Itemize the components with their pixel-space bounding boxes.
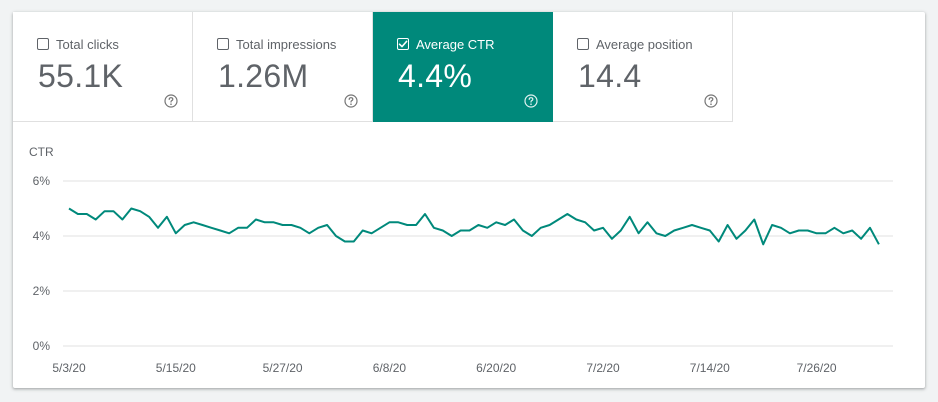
y-axis-title: CTR [29,145,54,159]
metric-value-average-ctr: 4.4% [398,58,473,94]
y-tick-label: 0% [33,339,51,353]
checkbox-average-position[interactable] [577,38,589,50]
checkmark-icon [398,40,408,48]
metric-card-total-clicks[interactable]: Total clicks 55.1K [13,12,193,122]
y-tick-label: 2% [33,284,51,298]
y-tick-label: 6% [33,174,51,188]
x-tick-label: 7/14/20 [690,361,730,375]
metric-label-total-clicks: Total clicks [56,37,119,52]
metric-label-average-position: Average position [596,37,693,52]
ctr-chart: CTR 0% 2% 4% 6% 5/3/20 5/15/20 5/27/20 6/8/20 6… [13,142,925,388]
help-icon[interactable] [164,94,178,108]
x-tick-label: 7/26/20 [797,361,837,375]
help-icon[interactable] [344,94,358,108]
x-tick-label: 5/15/20 [156,361,196,375]
metric-card-total-impressions[interactable]: Total impressions 1.26M [193,12,373,122]
x-tick-label: 6/20/20 [476,361,516,375]
x-tick-label: 5/27/20 [263,361,303,375]
metric-label-average-ctr: Average CTR [416,37,495,52]
metric-tabs: Total clicks 55.1K Total impressions 1.2… [13,12,733,122]
ctr-series-line [68,207,880,246]
performance-card: Total clicks 55.1K Total impressions 1.2… [13,12,925,388]
x-tick-label: 5/3/20 [52,361,86,375]
y-tick-label: 4% [33,229,51,243]
help-icon[interactable] [524,94,538,108]
x-tick-label: 7/2/20 [586,361,620,375]
checkbox-total-impressions[interactable] [217,38,229,50]
metric-card-average-ctr[interactable]: Average CTR 4.4% [373,12,553,122]
checkbox-total-clicks[interactable] [37,38,49,50]
checkbox-average-ctr[interactable] [397,38,409,50]
x-tick-label: 6/8/20 [373,361,407,375]
metric-value-total-impressions: 1.26M [218,58,309,94]
metric-value-total-clicks: 55.1K [38,58,124,94]
chart-canvas: CTR 0% 2% 4% 6% 5/3/20 5/15/20 5/27/20 6/8/20 6… [29,145,893,375]
help-icon[interactable] [704,94,718,108]
metric-card-average-position[interactable]: Average position 14.4 [553,12,733,122]
metric-label-total-impressions: Total impressions [236,37,337,52]
metric-value-average-position: 14.4 [578,58,642,94]
